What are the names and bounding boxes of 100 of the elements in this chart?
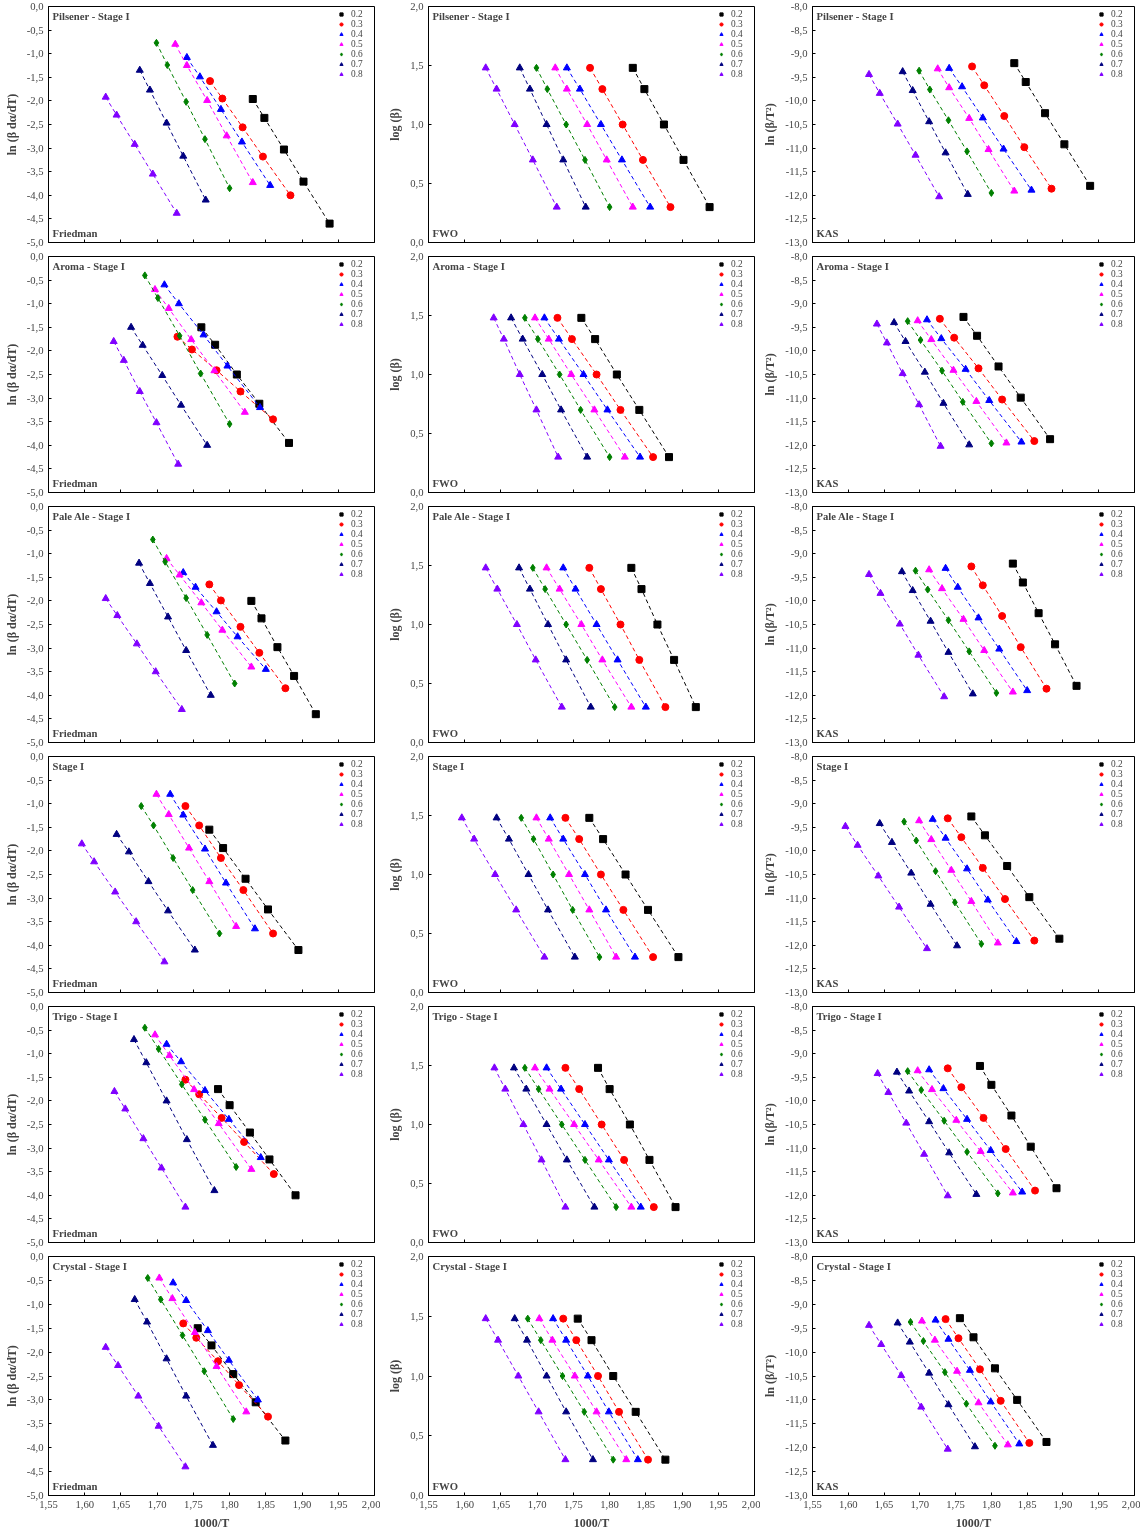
y-tick-label: -12,5 [785, 1213, 808, 1225]
y-tick-label: -12,0 [785, 689, 808, 701]
chart-title: Pale Ale - Stage I [52, 510, 131, 522]
y-tick-label: -12,0 [785, 189, 808, 201]
y-tick-label: -2,5 [26, 1370, 44, 1382]
y-tick-label: -3,5 [26, 666, 44, 678]
y-tick-label: -1,5 [26, 821, 44, 833]
legend-label: 0.2 [1111, 1009, 1124, 1019]
annotation: Friedman [52, 227, 98, 239]
y-tick-label: -10,5 [785, 119, 808, 130]
y-tick-label: 0,5 [410, 178, 424, 189]
chart-title: Trigo - Stage I [816, 1010, 882, 1022]
y-tick-label: 0,0 [410, 237, 424, 248]
y-tick-label: 0,5 [410, 1178, 424, 1189]
legend-label: 0.4 [1111, 529, 1124, 539]
y-tick-label: -11,0 [785, 1394, 808, 1406]
legend-label: 0.6 [351, 799, 364, 809]
y-tick-label: -9,5 [790, 1071, 808, 1083]
y-tick-label: -10,0 [785, 595, 808, 607]
legend-label: 0.7 [351, 309, 364, 319]
y-tick-label: 0,0 [410, 487, 424, 498]
annotation: FWO [432, 1480, 458, 1492]
y-tick-label: -11,5 [785, 166, 808, 178]
annotation: FWO [432, 477, 458, 489]
y-tick-label: -4,5 [26, 713, 44, 725]
y-axis-title: ln (β/T²) [763, 853, 778, 896]
y-tick-label: -2,5 [26, 869, 44, 880]
y-axis-title: log (β) [388, 608, 403, 641]
legend-label: 0.2 [351, 259, 364, 269]
x-tick-label: 1,65 [491, 1498, 511, 1510]
legend-label: 0.2 [731, 259, 744, 269]
legend-label: 0.2 [351, 1259, 364, 1269]
y-tick-label: -12,5 [785, 713, 808, 725]
y-tick-label: -8,5 [790, 1274, 808, 1286]
x-tick-label: 1,85 [1017, 1498, 1037, 1510]
y-tick-label: 0,0 [30, 1001, 44, 1012]
y-tick-label: -1,0 [26, 298, 44, 310]
y-tick-label: 2,0 [410, 501, 424, 512]
x-tick-label: 1,55 [803, 1498, 822, 1510]
legend-label: 0.5 [351, 789, 364, 799]
legend-label: 0.8 [351, 1069, 364, 1079]
y-tick-label: -9,0 [790, 1298, 808, 1310]
x-tick-label: 1,55 [419, 1498, 438, 1510]
legend-label: 0.5 [351, 289, 364, 299]
y-axis-title: log (β) [388, 858, 403, 891]
x-tick-label: 1,90 [292, 1498, 312, 1510]
y-tick-label: -4,0 [26, 689, 44, 701]
y-tick-label: 2,0 [410, 751, 424, 762]
x-tick-label: 1,75 [946, 1498, 965, 1510]
x-tick-label: 1,55 [39, 1498, 58, 1510]
y-tick-label: -8,5 [790, 524, 808, 536]
legend-label: 0.3 [731, 1269, 744, 1279]
x-tick-label: 1,95 [1089, 1498, 1109, 1510]
legend-label: 0.7 [731, 309, 744, 319]
y-tick-label: 0,0 [30, 501, 44, 512]
y-tick-label: -10,0 [785, 95, 808, 107]
legend-label: 0.3 [351, 1269, 364, 1279]
legend-label: 0.5 [731, 1289, 744, 1299]
y-tick-label: -1,5 [26, 571, 44, 583]
legend-label: 0.3 [351, 769, 364, 779]
legend-label: 0.7 [351, 1309, 364, 1319]
y-tick-label: -10,0 [785, 1095, 808, 1107]
legend-label: 0.2 [1111, 1259, 1124, 1269]
chart-title: Crystal - Stage I [432, 1260, 507, 1272]
y-tick-label: 1,5 [410, 310, 424, 321]
x-tick-label: 1,95 [328, 1498, 348, 1510]
legend-label: 0.6 [731, 799, 744, 809]
y-tick-label: -4,0 [26, 1189, 44, 1201]
y-tick-label: -13,0 [785, 987, 808, 998]
legend-label: 0.4 [1111, 1279, 1124, 1289]
y-tick-label: -9,5 [790, 321, 808, 333]
chart-title: Stage I [816, 760, 849, 772]
legend-label: 0.7 [1111, 559, 1124, 569]
y-tick-label: -8,5 [790, 24, 808, 36]
legend-label: 0.8 [351, 569, 364, 579]
y-tick-label: 0,5 [410, 428, 424, 439]
legend-label: 0.7 [351, 559, 364, 569]
legend-label: 0.6 [351, 49, 364, 59]
legend-label: 0.8 [1111, 819, 1124, 829]
legend-label: 0.7 [351, 1059, 364, 1069]
y-tick-label: -9,0 [790, 798, 808, 810]
y-tick-label: -3,5 [26, 916, 44, 928]
legend-label: 0.4 [351, 279, 364, 289]
y-tick-label: 1,0 [410, 369, 424, 380]
legend-label: 0.8 [1111, 1319, 1124, 1329]
y-tick-label: -1,5 [26, 71, 44, 83]
y-tick-label: 0,5 [410, 678, 424, 689]
chart-title: Trigo - Stage I [432, 1010, 498, 1022]
y-tick-label: 0,0 [410, 987, 424, 998]
y-tick-label: -12,5 [785, 963, 808, 975]
legend-label: 0.5 [1111, 39, 1124, 49]
y-tick-label: -0,5 [26, 774, 44, 786]
y-tick-label: -12,5 [785, 463, 808, 475]
chart-title: Aroma - Stage I [52, 260, 125, 272]
legend-label: 0.5 [731, 789, 744, 799]
legend-label: 0.2 [1111, 759, 1124, 769]
annotation: Friedman [52, 727, 98, 739]
legend-label: 0.5 [1111, 539, 1124, 549]
y-tick-label: -2,0 [26, 1346, 44, 1358]
annotation: KAS [816, 1227, 839, 1239]
